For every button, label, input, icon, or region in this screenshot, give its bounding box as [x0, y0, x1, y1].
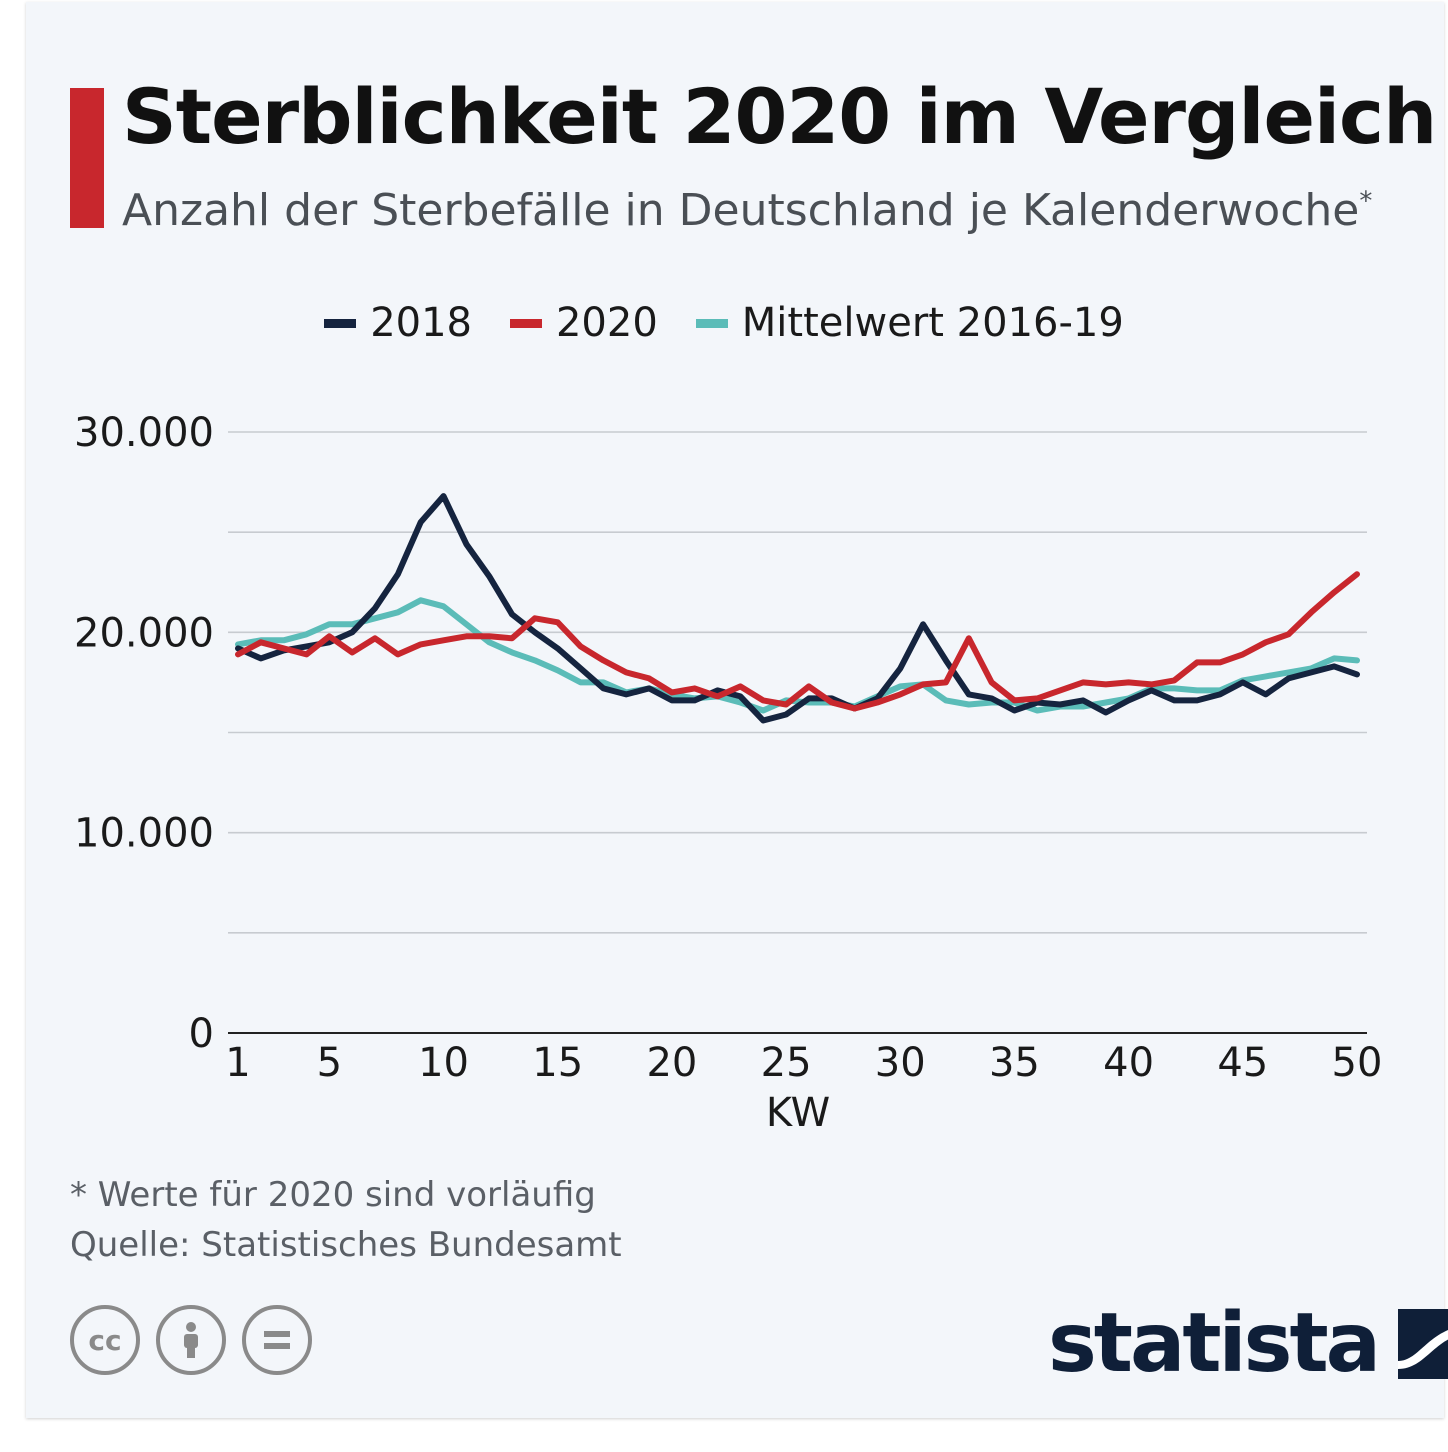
x-tick-label: 35 — [989, 1040, 1040, 1086]
legend: 2018 2020 Mittelwert 2016-19 — [0, 300, 1448, 346]
chart-card — [26, 2, 1444, 1418]
y-tick-label: 0 — [189, 1011, 214, 1057]
y-tick-label: 30.000 — [74, 410, 214, 456]
legend-item-mean: Mittelwert 2016-19 — [695, 300, 1124, 346]
legend-swatch-2018 — [324, 318, 357, 328]
series-line-2020 — [235, 571, 1360, 712]
equals-glyph — [264, 1331, 290, 1349]
x-axis-ticks: 1 5 10 15 20 25 30 35 40 45 50 — [225, 1040, 1382, 1086]
x-tick-label: 20 — [646, 1040, 697, 1086]
chart-subtitle: Anzahl der Sterbefälle in Deutschland je… — [122, 185, 1372, 236]
person-glyph — [184, 1322, 198, 1358]
legend-label-2018: 2018 — [370, 300, 472, 346]
y-axis-ticks: 0 10.000 20.000 30.000 — [74, 410, 214, 1057]
no-derivatives-icon[interactable] — [242, 1305, 312, 1375]
statista-brand[interactable]: statista — [1048, 1296, 1448, 1391]
accent-bar — [70, 88, 104, 228]
footnote-note: * Werte für 2020 sind vorläufig — [70, 1175, 596, 1215]
x-tick-label: 5 — [317, 1040, 342, 1086]
x-tick-label: 15 — [532, 1040, 583, 1086]
source-text: Quelle: Statistisches Bundesamt — [70, 1225, 622, 1265]
x-tick-label: 10 — [418, 1040, 469, 1086]
legend-swatch-mean — [695, 318, 728, 328]
x-tick-label: 40 — [1103, 1040, 1154, 1086]
x-tick-label: 1 — [225, 1040, 250, 1086]
x-tick-label: 25 — [761, 1040, 812, 1086]
series-line-2018 — [235, 493, 1360, 724]
x-tick-label: 45 — [1217, 1040, 1268, 1086]
statista-logo-text: statista — [1048, 1296, 1381, 1391]
y-tick-label: 10.000 — [74, 811, 214, 857]
legend-label-mean: Mittelwert 2016-19 — [741, 300, 1124, 346]
gridlines — [228, 431, 1367, 1034]
license-icons: cc — [70, 1305, 312, 1375]
y-tick-label: 20.000 — [74, 610, 214, 656]
subtitle-text: Anzahl der Sterbefälle in Deutschland je… — [122, 185, 1360, 236]
x-axis-label: KW — [766, 1090, 830, 1136]
legend-item-2018: 2018 — [324, 300, 472, 346]
legend-swatch-2020 — [509, 318, 542, 328]
legend-item-2020: 2020 — [509, 300, 658, 346]
legend-label-2020: 2020 — [555, 300, 658, 346]
series-line-mean — [235, 597, 1360, 714]
chart-title: Sterblichkeit 2020 im Vergleich — [122, 72, 1437, 161]
footnote: * Werte für 2020 sind vorläufig Quelle: … — [70, 1170, 622, 1270]
statista-logo-icon — [1398, 1308, 1448, 1379]
series-lines — [235, 493, 1360, 724]
subtitle-footnote-mark: * — [1359, 186, 1373, 217]
x-tick-label: 30 — [875, 1040, 926, 1086]
creative-commons-icon[interactable]: cc — [70, 1305, 140, 1375]
attribution-icon[interactable] — [156, 1305, 226, 1375]
x-tick-label: 50 — [1332, 1040, 1383, 1086]
